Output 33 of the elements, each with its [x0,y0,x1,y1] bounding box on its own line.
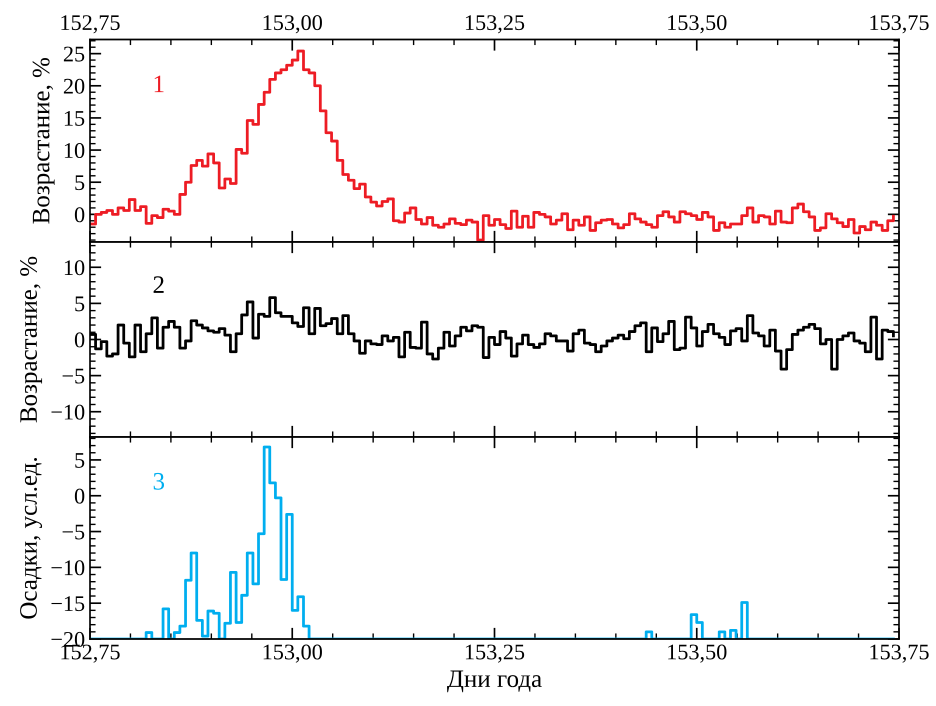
y-tick-label: −10 [51,404,84,420]
y-tick-label: 25 [64,46,84,62]
y-tick-label: 5 [75,175,84,190]
text: 3 [154,472,164,490]
y-tick-label: 10 [64,143,84,158]
x-tick-label: 153,75 [870,644,929,663]
text: 1 [154,76,164,92]
y-tick-label: 10 [64,260,84,276]
x-tick-label: 152,75 [61,644,120,663]
y-axis-title: Осадки, усл.ед. [20,458,42,619]
y-tick-label: 0 [74,488,84,504]
y-tick-label: 0 [74,332,84,348]
y-tick-label: 5 [75,453,84,468]
x-tick-label: 153,25 [466,644,524,663]
x-axis-title: Дни года [447,670,542,692]
y-tick-label: −5 [62,368,84,384]
y-tick-label: 0 [74,207,84,222]
x2-tick-label: 153,00 [264,15,322,34]
y-tick-label: 15 [64,110,84,126]
x-tick-label: 153,00 [264,644,322,663]
y-axis-title: Возрастание, % [32,58,55,224]
y-tick-label: 20 [64,78,84,94]
x2-tick-label: 153,50 [668,15,726,34]
y-axis-title: Возрастание, % [20,256,42,422]
y-tick-label: 5 [75,296,84,312]
x2-tick-label: 153,75 [870,15,929,34]
series-label: 2 [154,276,164,293]
y-tick-label: −5 [62,524,84,540]
y-tick-label: −15 [51,596,84,612]
x2-tick-label: 152,75 [61,15,120,34]
x-tick-label: 153,50 [668,644,726,663]
y-tick-label: −10 [51,560,84,576]
x2-tick-label: 153,25 [466,15,524,34]
